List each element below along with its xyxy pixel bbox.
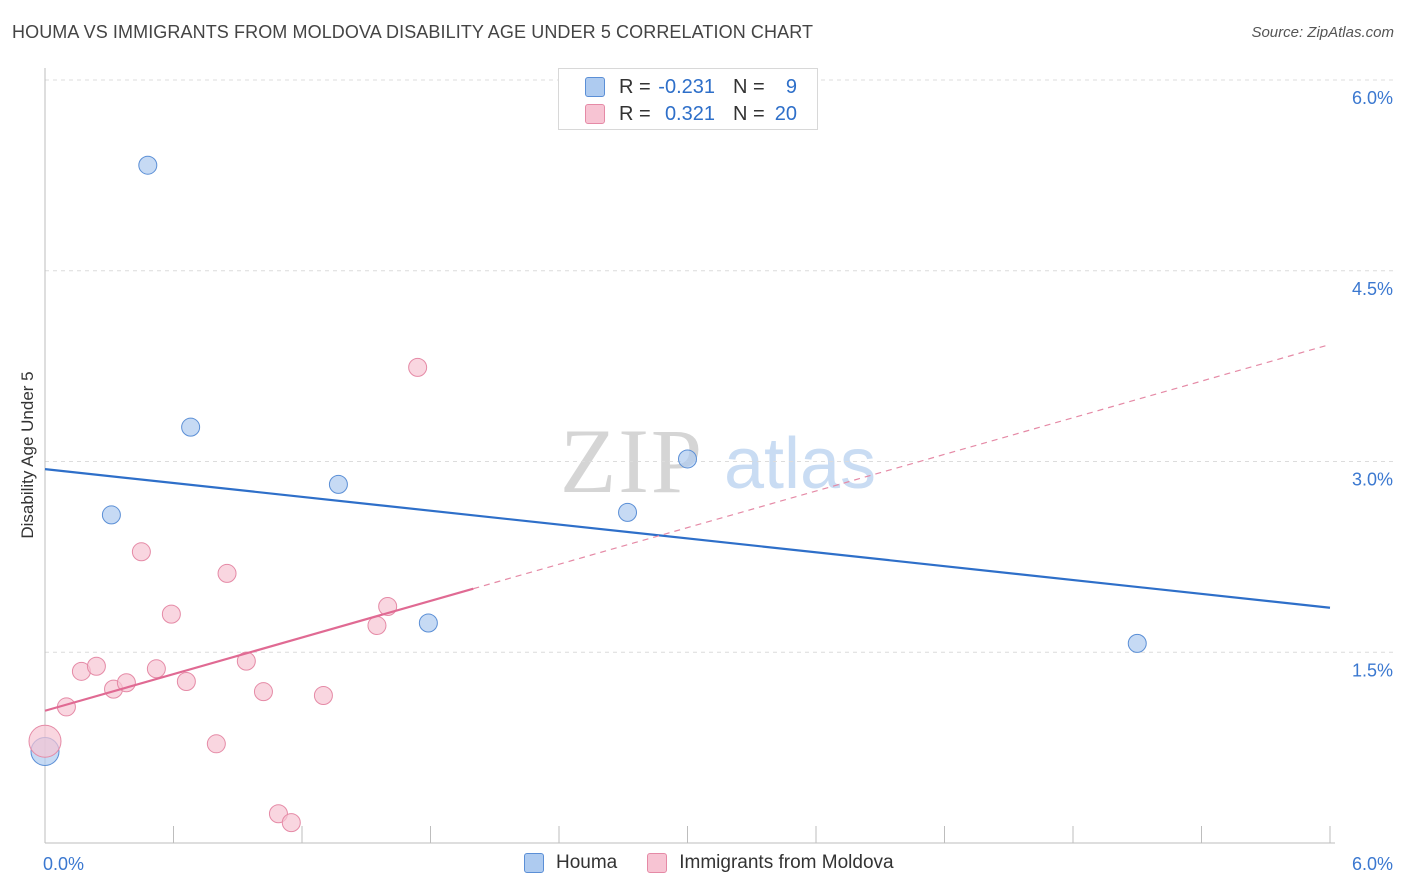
series-legend: Houma Immigrants from Moldova [524,852,924,874]
moldova-point [28,724,62,758]
r-label: R = [619,75,651,98]
moldova-point [131,542,151,562]
houma-trend-line [44,468,1331,609]
source-credit: Source: ZipAtlas.com [1251,24,1394,41]
houma-point [138,155,158,175]
houma-point [181,417,201,437]
legend-label-houma: Houma [556,852,618,873]
r-value: 0.321 [664,102,715,125]
moldova-swatch [647,853,668,873]
moldova-point [408,357,428,377]
legend-item-moldova[interactable]: Immigrants from Moldova [647,852,894,874]
legend-row-houma: R = -0.231 N = 9 [585,74,797,100]
moldova-point [367,616,387,636]
x-tick-label: 6.0% [1352,854,1393,874]
y-axis-label: Disability Age Under 5 [18,371,37,539]
y-tick-label: 3.0% [1352,470,1393,490]
houma-point [618,502,638,522]
moldova-point [86,656,106,676]
n-value: 9 [785,75,797,98]
houma-point [101,505,121,525]
moldova-point [146,659,166,679]
y-tick-label: 6.0% [1352,88,1393,108]
n-label: N = [733,75,765,98]
houma-point [678,449,697,469]
watermark-atlas: atlas [724,424,876,504]
moldova-point [161,604,181,624]
moldova-point [206,734,226,754]
y-tick-label: 4.5% [1352,279,1393,299]
legend-item-houma[interactable]: Houma [524,852,617,874]
legend-row-moldova: R = 0.321 N = 20 [585,101,797,127]
n-value: 20 [774,102,797,125]
n-label: N = [733,102,765,125]
houma-swatch [524,853,544,873]
legend-label-moldova: Immigrants from Moldova [679,852,894,873]
moldova-swatch [585,104,605,124]
moldova-point [236,651,256,671]
moldova-trend-extension [473,343,1331,590]
moldova-point [281,813,301,833]
houma-point [328,474,348,494]
moldova-point [176,671,196,691]
r-label: R = [619,102,651,125]
moldova-point [217,563,237,583]
moldova-trend-line [44,587,474,712]
y-tick-label: 1.5% [1352,660,1393,680]
moldova-point [313,685,333,705]
houma-swatch [585,77,605,97]
chart-title: HOUMA VS IMMIGRANTS FROM MOLDOVA DISABIL… [12,22,814,42]
correlation-legend: R = -0.231 N = 9 R = 0.321 N = 20 [558,68,818,130]
houma-point [418,613,438,633]
moldova-point [253,682,273,702]
r-value: -0.231 [658,75,715,98]
houma-point [1127,633,1147,653]
x-tick-label: 0.0% [43,854,84,874]
